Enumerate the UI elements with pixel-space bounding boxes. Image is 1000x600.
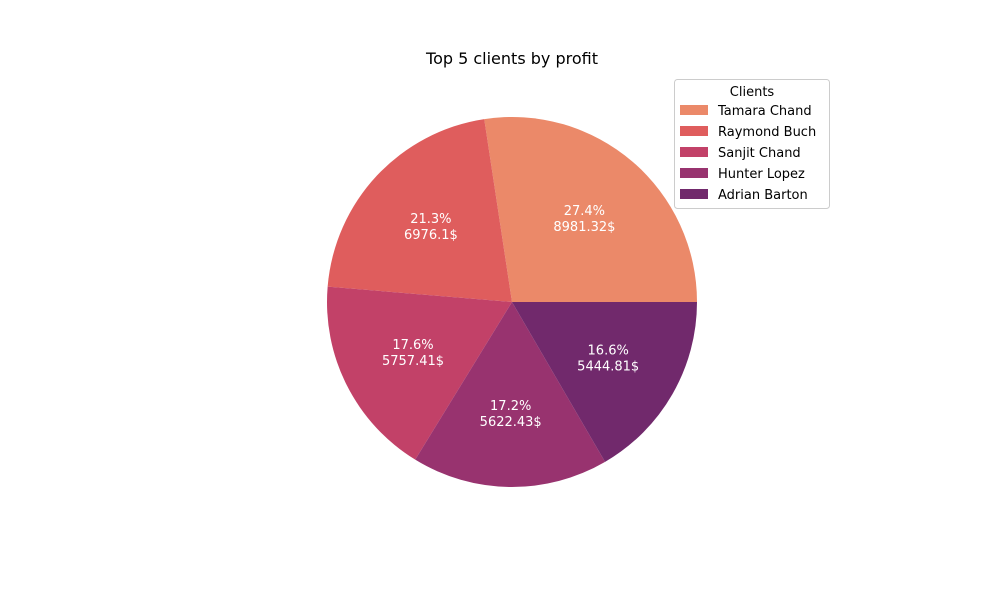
- slice-percent-label: 21.3%: [410, 212, 451, 227]
- slice-value-label: 5444.81$: [577, 359, 639, 374]
- slice-percent-label: 27.4%: [564, 204, 605, 219]
- legend-entry-label: Adrian Barton: [718, 188, 808, 203]
- slice-value-label: 5622.43$: [480, 415, 542, 430]
- pie-slice-labels: 27.4% 8981.32$21.3% 6976.1$17.6% 5757.41$17…: [382, 204, 639, 430]
- legend-entry-label: Tamara Chand: [717, 104, 812, 119]
- legend-entry-label: Raymond Buch: [718, 125, 816, 140]
- chart-title: Top 5 clients by profit: [425, 49, 598, 68]
- slice-label: 21.3% 6976.1$: [404, 212, 458, 243]
- slice-percent-label: 17.2%: [490, 399, 531, 414]
- legend-frame: [674, 79, 830, 209]
- pie-slice-adrian-barton: [512, 302, 697, 462]
- slice-percent-label: 16.6%: [588, 343, 629, 358]
- slice-value-label: 6976.1$: [404, 228, 458, 243]
- legend-entry-label: Sanjit Chand: [718, 146, 801, 161]
- slice-value-label: 5757.41$: [382, 354, 444, 369]
- legend-items: Tamara Chand Raymond Buch Sanjit Chand Hunt…: [680, 104, 816, 203]
- legend-swatch: [680, 126, 708, 136]
- slice-label: 17.2% 5622.43$: [480, 399, 542, 430]
- slice-label: 17.6% 5757.41$: [382, 338, 444, 369]
- legend-swatch: [680, 147, 708, 157]
- slice-label: 27.4% 8981.32$: [553, 204, 615, 235]
- slice-label: 16.6% 5444.81$: [577, 343, 639, 374]
- legend-swatch: [680, 105, 708, 115]
- pie-slice-sanjit-chand: [327, 286, 512, 460]
- legend-entry-label: Hunter Lopez: [718, 167, 805, 182]
- slice-value-label: 8981.32$: [553, 220, 615, 235]
- legend-swatch: [680, 189, 708, 199]
- pie-slices: [327, 116, 697, 488]
- legend-swatch: [680, 168, 708, 178]
- slice-percent-label: 17.6%: [392, 338, 433, 353]
- pie-slice-hunter-lopez: [415, 302, 606, 488]
- pie-slice-tamara-chand: [484, 116, 697, 303]
- pie-slice-raymond-buch: [327, 119, 512, 302]
- legend: Clients Tamara Chand Raymond Buch Sanjit C…: [674, 79, 830, 209]
- legend-title: Clients: [730, 85, 775, 100]
